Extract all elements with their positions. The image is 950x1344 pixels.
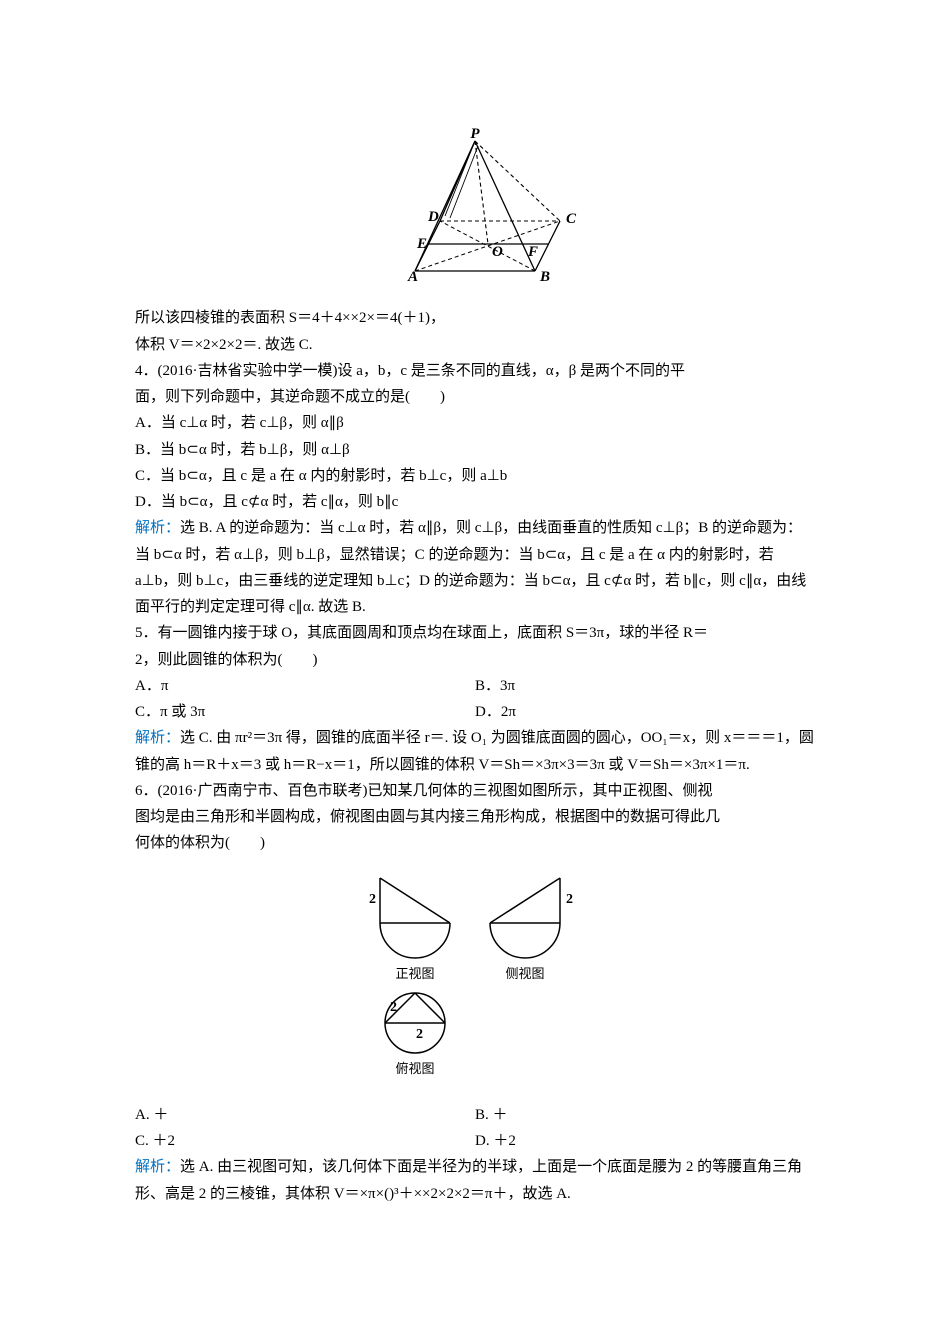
q6-solution-text: 选 A. 由三视图可知，该几何体下面是半径为的半球，上面是一个底面是腰为 2 的… <box>135 1159 802 1201</box>
q5-solution-text: 选 C. 由 πr²＝3π 得，圆锥的底面半径 r＝. 设 O₁ 为圆锥底面圆的… <box>135 730 814 772</box>
volume-line: 体积 V＝×2×2×2＝. 故选 C. <box>135 332 815 358</box>
q5-solution: 解析：选 C. 由 πr²＝3π 得，圆锥的底面半径 r＝. 设 O₁ 为圆锥底… <box>135 725 815 778</box>
label-B: B <box>539 269 550 285</box>
q6-solution-label: 解析： <box>135 1159 180 1175</box>
label-D: D <box>427 209 439 225</box>
q4-stem-2: 面，则下列命题中，其逆命题不成立的是( ) <box>135 384 815 410</box>
q6-option-a: A. ＋ <box>135 1102 475 1128</box>
q6-option-d: D. ＋2 <box>475 1128 815 1154</box>
q6-stem-1: 6．(2016·广西南宁市、百色市联考)已知某几何体的三视图如图所示，其中正视图… <box>135 778 815 804</box>
three-view-figure: 2 正视图 2 侧视图 2 2 <box>135 863 815 1092</box>
q4-solution-text: 选 B. A 的逆命题为：当 c⊥α 时，若 α∥β，则 c⊥β，由线面垂直的性… <box>135 520 806 615</box>
side-view-label: 侧视图 <box>505 966 544 981</box>
q5-solution-label: 解析： <box>135 730 180 746</box>
label-C: C <box>566 211 577 227</box>
top-view-label: 俯视图 <box>395 1061 434 1076</box>
side-dim-2: 2 <box>566 892 573 907</box>
q6-stem-3: 何体的体积为( ) <box>135 830 815 856</box>
q6-option-b: B. ＋ <box>475 1102 815 1128</box>
q6-option-c: C. ＋2 <box>135 1128 475 1154</box>
q5-stem-2: 2，则此圆锥的体积为( ) <box>135 647 815 673</box>
label-O: O <box>492 244 503 260</box>
label-F: F <box>527 244 538 260</box>
q5-option-d: D．2π <box>475 699 815 725</box>
q4-option-b: B．当 b⊂α 时，若 b⊥β，则 α⊥β <box>135 437 815 463</box>
q6-stem-2: 图均是由三角形和半圆构成，俯视图由圆与其内接三角形构成，根据图中的数据可得此几 <box>135 804 815 830</box>
q4-solution: 解析：选 B. A 的逆命题为：当 c⊥α 时，若 α∥β，则 c⊥β，由线面垂… <box>135 515 815 620</box>
front-view-label: 正视图 <box>395 966 434 981</box>
front-dim-2: 2 <box>369 892 376 907</box>
q4-option-d: D．当 b⊂α，且 c⊄α 时，若 c∥α，则 b∥c <box>135 489 815 515</box>
top-dim-2b: 2 <box>416 1027 423 1042</box>
q5-stem-1: 5．有一圆锥内接于球 O，其底面圆周和顶点均在球面上，底面积 S＝3π，球的半径… <box>135 620 815 646</box>
surface-area-line: 所以该四棱锥的表面积 S＝4＋4××2×＝4(＋1)， <box>135 305 815 331</box>
label-E: E <box>416 236 427 252</box>
q4-stem-1: 4．(2016·吉林省实验中学一模)设 a，b，c 是三条不同的直线，α，β 是… <box>135 358 815 384</box>
q4-option-c: C．当 b⊂α，且 c 是 a 在 α 内的射影时，若 b⊥c，则 a⊥b <box>135 463 815 489</box>
q4-solution-label: 解析： <box>135 520 180 536</box>
label-P: P <box>470 126 480 142</box>
q5-option-b: B．3π <box>475 673 815 699</box>
q6-solution: 解析：选 A. 由三视图可知，该几何体下面是半径为的半球，上面是一个底面是腰为 … <box>135 1154 815 1207</box>
q5-option-a: A．π <box>135 673 475 699</box>
q5-option-c: C．π 或 3π <box>135 699 475 725</box>
top-dim-2a: 2 <box>390 1000 397 1015</box>
pyramid-figure: P A B C D E F O <box>135 126 815 295</box>
q4-option-a: A．当 c⊥α 时，若 c⊥β，则 α∥β <box>135 410 815 436</box>
label-A: A <box>407 269 418 285</box>
